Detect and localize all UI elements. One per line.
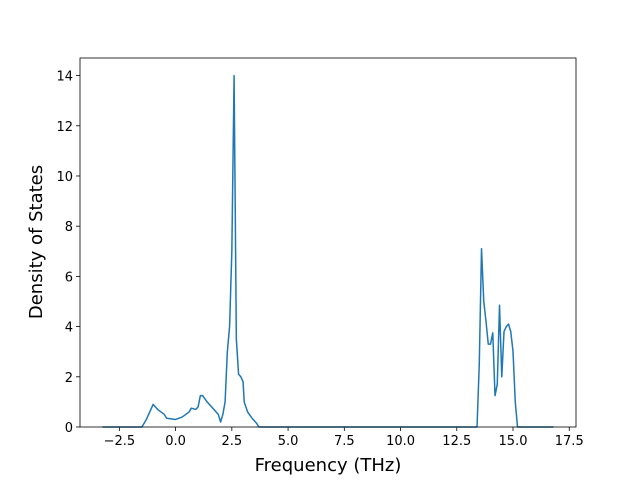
y-tick-label: 2 (65, 371, 73, 386)
y-axis-label: Density of States (26, 165, 47, 319)
y-tick-label: 10 (56, 170, 73, 185)
x-tick-label: 12.5 (442, 434, 471, 449)
x-tick-label: 2.5 (221, 434, 242, 449)
x-tick-label: 17.5 (555, 434, 584, 449)
y-tick-label: 8 (65, 220, 73, 235)
plot-frame (79, 57, 577, 428)
x-tick-label: 7.5 (334, 434, 355, 449)
x-tick-label: 5.0 (278, 434, 299, 449)
y-tick-label: 14 (56, 70, 73, 85)
x-tick-label: 10.0 (386, 434, 415, 449)
x-tick-label: 0.0 (165, 434, 186, 449)
x-axis-label: Frequency (THz) (255, 455, 402, 476)
y-tick-label: 0 (65, 421, 73, 436)
y-tick-label: 12 (56, 120, 73, 135)
x-tick-label: 15.0 (499, 434, 528, 449)
y-tick-label: 4 (65, 321, 73, 336)
line-series (102, 74, 554, 428)
x-tick-label: −2.5 (104, 434, 136, 449)
y-tick-label: 6 (65, 270, 73, 285)
